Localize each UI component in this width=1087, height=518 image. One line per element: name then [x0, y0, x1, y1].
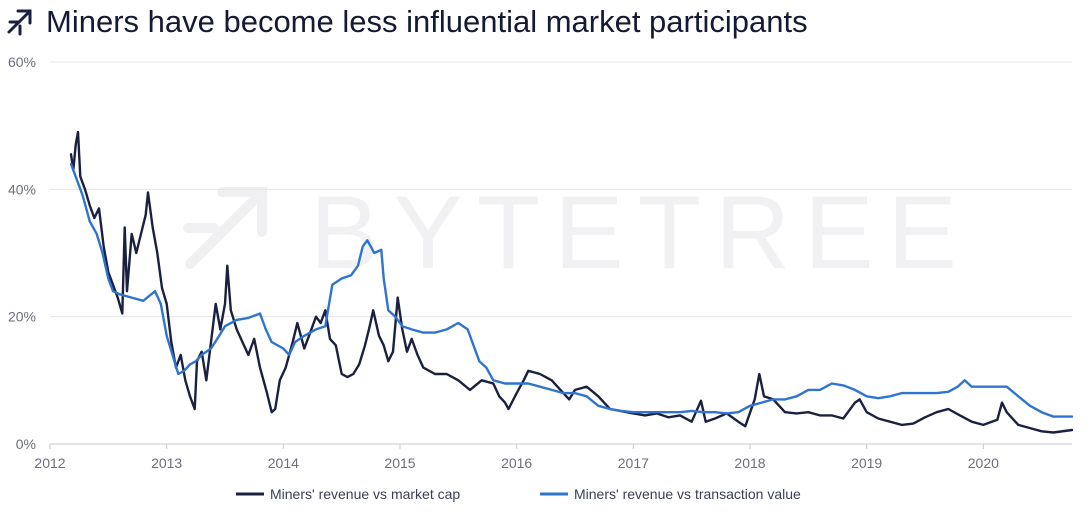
legend-label-1: Miners' revenue vs market cap	[270, 486, 460, 502]
x-tick-label: 2012	[34, 455, 65, 471]
watermark-bytetree-arrows-icon	[183, 187, 267, 269]
watermark: BYTETREE	[183, 175, 971, 291]
y-tick-label: 40%	[8, 181, 36, 197]
y-tick-label: 20%	[8, 309, 36, 325]
bytetree-arrows-icon	[7, 9, 32, 36]
legend-label-2: Miners' revenue vs transaction value	[574, 486, 801, 502]
y-tick-label: 60%	[8, 54, 36, 70]
y-tick-label: 0%	[16, 436, 36, 452]
chart-header: Miners have become less influential mark…	[6, 2, 808, 42]
legend: Miners' revenue vs market cap Miners' rev…	[236, 486, 801, 502]
x-tick-label: 2016	[501, 455, 532, 471]
series-line-2	[69, 162, 1074, 418]
x-tick-label: 2018	[734, 455, 765, 471]
y-axis-ticks: 0% 20% 40% 60%	[8, 54, 36, 452]
x-tick-label: 2015	[384, 455, 415, 471]
x-tick-label: 2014	[268, 455, 299, 471]
x-axis-ticks: 2012 2013 2014 2015 2016 2017 2018 2019 2020	[34, 444, 999, 471]
x-tick-label: 2013	[151, 455, 182, 471]
watermark-text: BYTETREE	[310, 175, 971, 291]
line-chart: BYTETREE 0%20%40%60% 2012 2013 2014 2015 201…	[8, 54, 1074, 502]
series-line-1	[69, 130, 1074, 434]
chart-title: Miners have become less influential mark…	[46, 4, 808, 39]
series-lines	[69, 130, 1074, 434]
x-tick-label: 2020	[968, 455, 999, 471]
x-tick-label: 2019	[851, 455, 882, 471]
x-tick-label: 2017	[618, 455, 649, 471]
gridlines	[50, 61, 1072, 445]
